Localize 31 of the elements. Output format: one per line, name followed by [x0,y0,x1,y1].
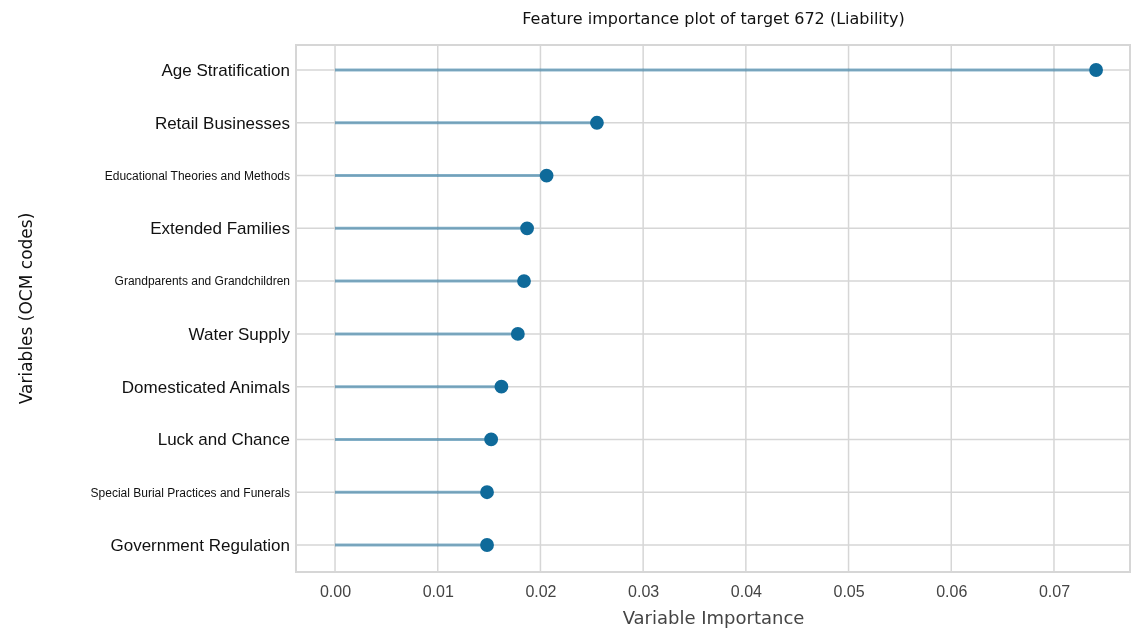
point [480,485,494,500]
y-tick-label: Grandparents and Grandchildren [114,274,290,289]
y-tick-label: Water Supply [188,324,291,344]
y-tick-label: Educational Theories and Methods [104,168,290,183]
x-tick-label: 0.03 [628,583,660,601]
x-tick-label: 0.07 [1038,583,1071,601]
y-tick-label: Government Regulation [110,535,290,555]
point [1089,63,1103,77]
y-tick-label: Special Burial Practices and Funerals [90,485,290,500]
point [484,432,499,447]
x-tick-label: 0.02 [525,583,557,601]
point [480,538,494,552]
y-tick-label: Retail Businesses [154,113,290,133]
x-tick-label: 0.00 [319,583,352,601]
chart-title: Feature importance plot of target 672 (Liability) [522,9,905,28]
point [520,221,534,236]
y-axis-title: Variables (OCM codes) [16,212,36,405]
x-tick-label: 0.01 [422,583,454,601]
point [494,379,509,394]
point [510,326,525,341]
x-axis-title: Variable Importance [622,607,805,628]
y-tick-label: Extended Families [150,219,290,239]
x-tick-label: 0.05 [833,583,865,601]
point [590,115,604,130]
x-tick-label: 0.04 [730,583,763,601]
y-tick-label: Luck and Chance [157,430,290,450]
y-tick-label: Domesticated Animals [121,377,290,397]
point [517,274,531,289]
y-tick-label: Age Stratification [161,60,290,80]
point [539,168,554,183]
x-tick-label: 0.06 [936,583,968,601]
